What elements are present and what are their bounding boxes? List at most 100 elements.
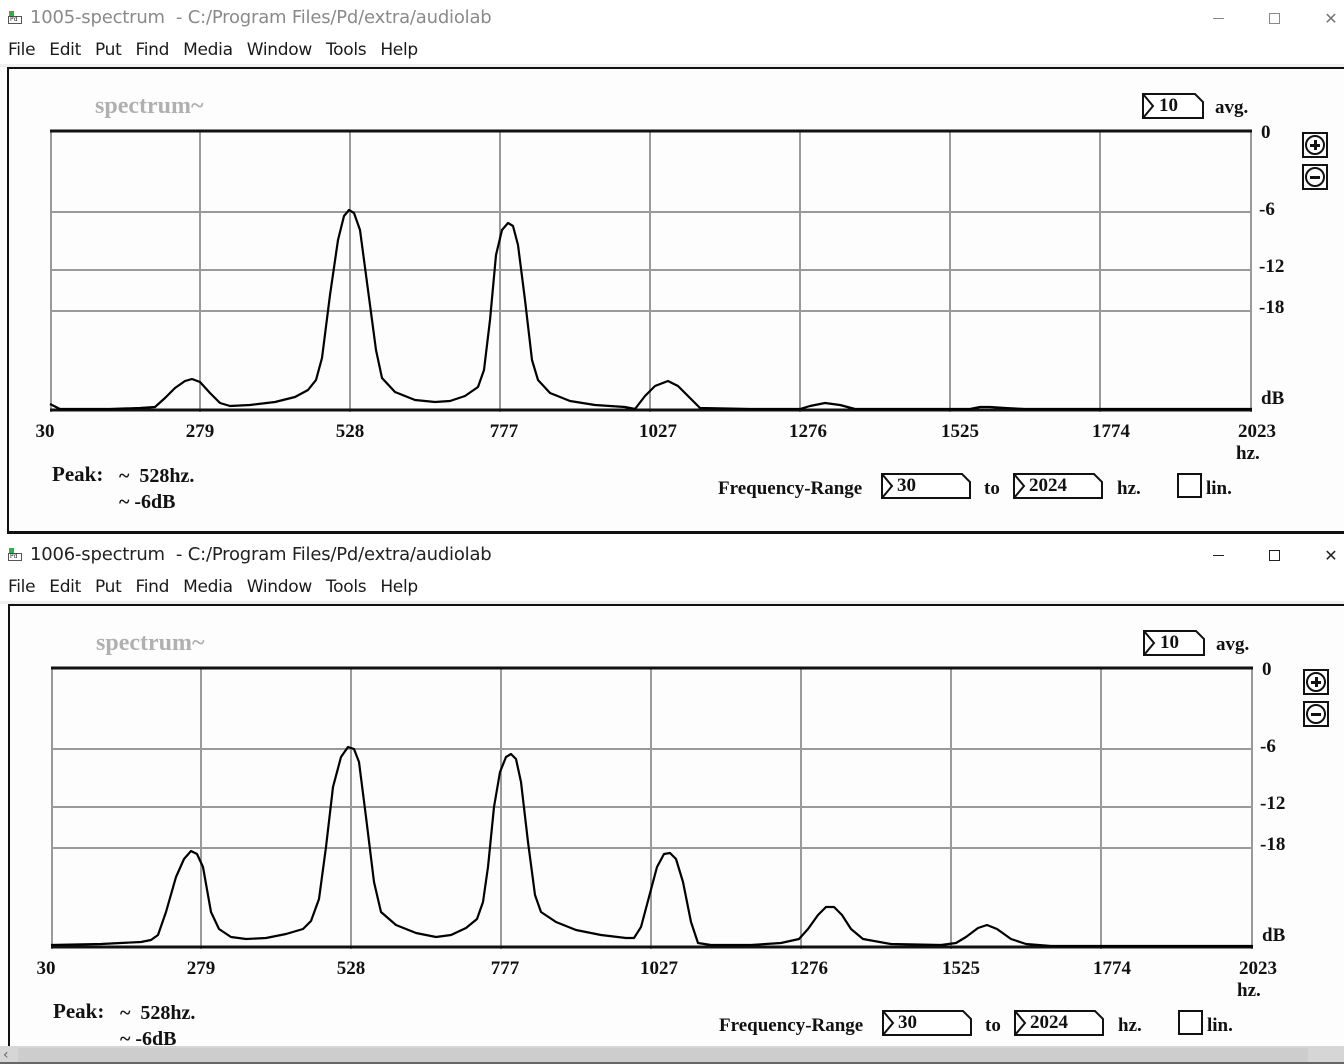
y-tick-minus6: -6 — [1259, 199, 1275, 220]
maximize-button[interactable] — [1251, 541, 1297, 569]
maximize-button[interactable] — [1251, 4, 1297, 32]
window-title: 1006-spectrum - C:/Program Files/Pd/extr… — [30, 544, 492, 565]
x-unit-hz: hz. — [1237, 980, 1261, 1001]
grid-lines — [50, 130, 1252, 412]
avg-number-box[interactable]: 10 — [1142, 93, 1204, 119]
title-bar[interactable]: Pd 1005-spectrum - C:/Program Files/Pd/e… — [0, 0, 1344, 35]
menu-window[interactable]: Window — [246, 576, 313, 597]
close-icon: ✕ — [1324, 8, 1338, 28]
menu-put[interactable]: Put — [94, 39, 122, 60]
peak-label: Peak: — [52, 462, 104, 486]
range-to-value: 2024 — [1030, 1012, 1068, 1033]
x-tick: 1276 — [789, 421, 827, 442]
patch-canvas[interactable]: spectrum~ 10 avg. — [8, 604, 1344, 1064]
menu-help[interactable]: Help — [380, 576, 418, 597]
avg-label: avg. — [1216, 634, 1250, 655]
pd-app-icon: Pd — [8, 548, 22, 562]
pd-window-1006-spectrum: Pd 1006-spectrum - C:/Program Files/Pd/e… — [0, 537, 1344, 1064]
avg-number-box[interactable]: 10 — [1143, 630, 1205, 656]
close-icon: ✕ — [1324, 545, 1338, 565]
x-tick: 1027 — [639, 421, 677, 442]
menu-help[interactable]: Help — [380, 39, 418, 60]
taskbar-edge — [0, 1062, 1344, 1064]
plus-icon — [1305, 135, 1325, 155]
frequency-range-label: Frequency-Range — [719, 1015, 864, 1036]
menu-divider — [0, 64, 1344, 67]
minimize-icon — [1212, 17, 1224, 19]
lin-toggle[interactable] — [1178, 1010, 1203, 1035]
minimize-button[interactable] — [1195, 541, 1241, 569]
menu-find[interactable]: Find — [135, 576, 170, 597]
peak-label: Peak: — [53, 999, 105, 1023]
range-to-value: 2024 — [1029, 475, 1067, 496]
x-tick: 30 — [35, 421, 55, 442]
menu-divider — [0, 601, 1344, 604]
range-unit-hz: hz. — [1118, 1015, 1142, 1036]
avg-value: 10 — [1160, 632, 1179, 653]
menu-window[interactable]: Window — [246, 39, 313, 60]
menu-put[interactable]: Put — [94, 576, 122, 597]
lin-label: lin. — [1206, 478, 1232, 499]
menu-bar: File Edit Put Find Media Window Tools He… — [0, 572, 1344, 601]
spectrum-plot — [50, 666, 1253, 949]
x-tick: 777 — [490, 958, 520, 979]
lin-toggle[interactable] — [1177, 473, 1202, 498]
horizontal-scrollbar[interactable]: ‹ — [0, 1046, 1344, 1064]
range-to-label: to — [985, 1015, 1001, 1036]
number-box-frame — [881, 473, 971, 499]
window-title: 1005-spectrum - C:/Program Files/Pd/extr… — [30, 7, 492, 28]
number-box-frame — [1014, 1010, 1104, 1036]
menu-tools[interactable]: Tools — [325, 576, 367, 597]
close-button[interactable]: ✕ — [1308, 541, 1344, 569]
menu-file[interactable]: File — [8, 39, 36, 60]
range-unit-hz: hz. — [1117, 478, 1141, 499]
range-from-number-box[interactable]: 30 — [881, 473, 971, 499]
avg-label: avg. — [1215, 97, 1249, 118]
x-tick: 1276 — [790, 958, 828, 979]
menu-edit[interactable]: Edit — [49, 39, 81, 60]
close-button[interactable]: ✕ — [1308, 4, 1344, 32]
x-tick: 777 — [489, 421, 519, 442]
y-unit-db: dB — [1262, 925, 1286, 946]
x-tick: 2023 — [1239, 958, 1277, 979]
scroll-left-arrow-icon[interactable]: ‹ — [3, 1047, 9, 1063]
zoom-in-button[interactable] — [1303, 669, 1329, 695]
spectrum-curve — [49, 208, 1252, 411]
lin-label: lin. — [1207, 1015, 1233, 1036]
minimize-button[interactable] — [1195, 4, 1241, 32]
patch-canvas[interactable]: spectrum~ 10 avg. — [7, 67, 1344, 534]
number-box-frame — [1013, 473, 1103, 499]
peak-frequency: ~ 528hz. — [120, 1002, 196, 1024]
range-from-number-box[interactable]: 30 — [882, 1010, 972, 1036]
menu-bar: File Edit Put Find Media Window Tools He… — [0, 35, 1344, 64]
menu-find[interactable]: Find — [135, 39, 170, 60]
x-tick: 279 — [186, 958, 216, 979]
range-to-number-box[interactable]: 2024 — [1014, 1010, 1104, 1036]
zoom-in-button[interactable] — [1302, 132, 1328, 158]
y-tick-minus6: -6 — [1260, 736, 1276, 757]
zoom-out-button[interactable] — [1303, 701, 1329, 727]
range-from-value: 30 — [898, 1012, 917, 1033]
title-bar[interactable]: Pd 1006-spectrum - C:/Program Files/Pd/e… — [0, 537, 1344, 572]
menu-media[interactable]: Media — [183, 39, 233, 60]
menu-tools[interactable]: Tools — [325, 39, 367, 60]
peak-level: ~ -6dB — [119, 491, 176, 513]
scrollbar-thumb[interactable] — [18, 1048, 1308, 1062]
x-tick: 528 — [335, 421, 365, 442]
zoom-out-button[interactable] — [1302, 164, 1328, 190]
y-tick-minus12: -12 — [1260, 793, 1286, 814]
avg-value: 10 — [1159, 95, 1178, 116]
x-tick: 1774 — [1093, 958, 1131, 979]
x-tick: 528 — [336, 958, 366, 979]
menu-media[interactable]: Media — [183, 576, 233, 597]
number-box-frame — [882, 1010, 972, 1036]
grid-lines — [51, 667, 1253, 949]
frequency-range-label: Frequency-Range — [718, 478, 863, 499]
y-tick-minus18: -18 — [1260, 834, 1286, 855]
range-to-number-box[interactable]: 2024 — [1013, 473, 1103, 499]
menu-edit[interactable]: Edit — [49, 576, 81, 597]
x-tick: 30 — [36, 958, 56, 979]
x-tick: 2023 — [1238, 421, 1276, 442]
menu-file[interactable]: File — [8, 576, 36, 597]
y-unit-db: dB — [1261, 388, 1285, 409]
